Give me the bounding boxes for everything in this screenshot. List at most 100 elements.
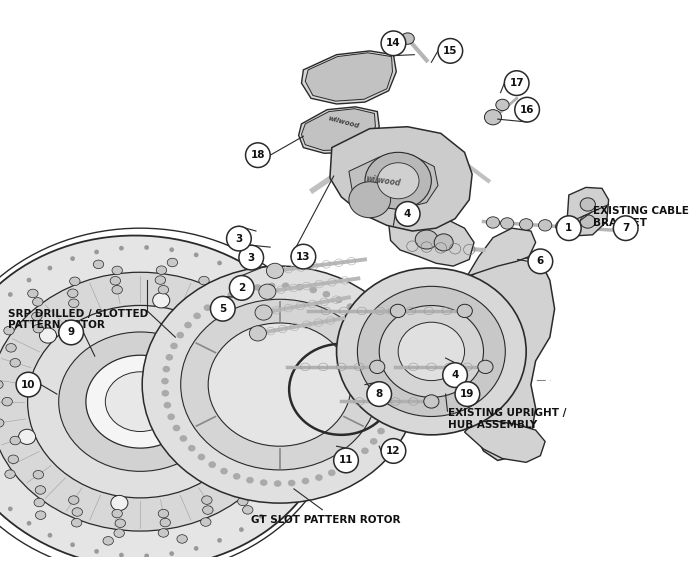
Ellipse shape bbox=[484, 110, 501, 125]
Circle shape bbox=[169, 551, 174, 556]
Ellipse shape bbox=[500, 218, 514, 229]
Ellipse shape bbox=[71, 518, 82, 527]
Text: 3: 3 bbox=[235, 233, 242, 244]
Ellipse shape bbox=[377, 428, 385, 434]
Circle shape bbox=[16, 372, 41, 397]
Ellipse shape bbox=[5, 470, 15, 478]
Ellipse shape bbox=[323, 291, 330, 297]
Ellipse shape bbox=[173, 424, 181, 431]
Ellipse shape bbox=[284, 434, 295, 443]
Ellipse shape bbox=[111, 495, 128, 511]
Polygon shape bbox=[461, 257, 554, 460]
Ellipse shape bbox=[434, 234, 453, 251]
Ellipse shape bbox=[282, 283, 290, 289]
Circle shape bbox=[556, 216, 581, 240]
Text: 4: 4 bbox=[404, 209, 412, 219]
Ellipse shape bbox=[86, 355, 195, 448]
Circle shape bbox=[48, 533, 52, 538]
Ellipse shape bbox=[237, 470, 248, 479]
Ellipse shape bbox=[209, 462, 216, 468]
Ellipse shape bbox=[33, 324, 43, 333]
Ellipse shape bbox=[389, 364, 396, 371]
Ellipse shape bbox=[236, 296, 246, 305]
Text: SRP DRILLED / SLOTTED
PATTERN ROTOR: SRP DRILLED / SLOTTED PATTERN ROTOR bbox=[8, 309, 148, 331]
Ellipse shape bbox=[486, 217, 500, 228]
Ellipse shape bbox=[156, 266, 167, 275]
Ellipse shape bbox=[235, 309, 246, 317]
Ellipse shape bbox=[69, 299, 79, 308]
Polygon shape bbox=[305, 53, 393, 101]
Circle shape bbox=[8, 506, 13, 511]
Ellipse shape bbox=[457, 304, 473, 317]
Ellipse shape bbox=[224, 460, 241, 475]
Ellipse shape bbox=[32, 312, 42, 321]
Polygon shape bbox=[389, 214, 474, 266]
Circle shape bbox=[239, 527, 244, 532]
Text: 3: 3 bbox=[248, 253, 255, 263]
Circle shape bbox=[194, 546, 199, 551]
Text: 11: 11 bbox=[339, 455, 354, 466]
Ellipse shape bbox=[265, 451, 275, 460]
Ellipse shape bbox=[337, 268, 526, 435]
Circle shape bbox=[318, 399, 323, 404]
Ellipse shape bbox=[238, 497, 248, 506]
Ellipse shape bbox=[198, 287, 209, 296]
Text: 4: 4 bbox=[452, 370, 458, 380]
Text: 18: 18 bbox=[251, 150, 265, 160]
Circle shape bbox=[291, 244, 316, 269]
Ellipse shape bbox=[112, 266, 122, 275]
Ellipse shape bbox=[328, 470, 335, 476]
Ellipse shape bbox=[69, 496, 79, 505]
Ellipse shape bbox=[176, 332, 184, 339]
Ellipse shape bbox=[302, 478, 309, 484]
Ellipse shape bbox=[538, 220, 552, 231]
Circle shape bbox=[291, 317, 296, 322]
Ellipse shape bbox=[4, 327, 14, 335]
Circle shape bbox=[312, 357, 316, 362]
Ellipse shape bbox=[246, 477, 254, 483]
Text: EXISTING CABLE
BRACKET: EXISTING CABLE BRACKET bbox=[592, 206, 688, 228]
Ellipse shape bbox=[424, 395, 439, 408]
Ellipse shape bbox=[268, 398, 279, 406]
Ellipse shape bbox=[36, 511, 46, 519]
Circle shape bbox=[8, 292, 13, 297]
Text: wilwood: wilwood bbox=[365, 174, 401, 188]
Text: 14: 14 bbox=[386, 38, 400, 48]
Ellipse shape bbox=[202, 299, 212, 308]
Ellipse shape bbox=[93, 260, 104, 269]
Text: 10: 10 bbox=[21, 380, 36, 390]
Text: 5: 5 bbox=[219, 304, 226, 314]
Circle shape bbox=[442, 363, 468, 387]
Circle shape bbox=[227, 227, 251, 251]
Circle shape bbox=[48, 265, 52, 271]
Ellipse shape bbox=[361, 447, 369, 454]
Ellipse shape bbox=[72, 378, 186, 478]
Ellipse shape bbox=[415, 230, 438, 249]
Ellipse shape bbox=[370, 438, 377, 444]
Ellipse shape bbox=[204, 304, 211, 311]
Ellipse shape bbox=[240, 287, 248, 294]
Circle shape bbox=[381, 439, 406, 463]
Circle shape bbox=[395, 201, 420, 227]
Circle shape bbox=[259, 514, 264, 519]
Circle shape bbox=[27, 277, 31, 283]
Circle shape bbox=[303, 462, 308, 467]
Ellipse shape bbox=[556, 221, 569, 232]
Text: 16: 16 bbox=[520, 105, 534, 114]
Ellipse shape bbox=[228, 292, 235, 298]
Circle shape bbox=[94, 249, 99, 255]
Ellipse shape bbox=[0, 380, 3, 389]
Ellipse shape bbox=[61, 364, 201, 489]
Ellipse shape bbox=[197, 454, 205, 460]
Circle shape bbox=[613, 216, 638, 240]
Ellipse shape bbox=[34, 498, 45, 507]
Ellipse shape bbox=[358, 287, 505, 416]
Ellipse shape bbox=[391, 382, 398, 388]
Circle shape bbox=[317, 378, 322, 383]
Ellipse shape bbox=[220, 468, 228, 474]
Ellipse shape bbox=[478, 360, 493, 374]
Ellipse shape bbox=[162, 390, 169, 396]
Ellipse shape bbox=[72, 508, 83, 517]
Ellipse shape bbox=[274, 480, 281, 487]
Ellipse shape bbox=[315, 474, 323, 481]
